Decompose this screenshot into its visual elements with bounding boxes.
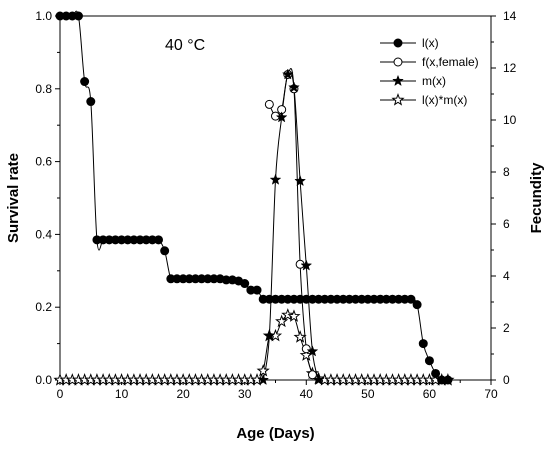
data-point: [275, 314, 289, 328]
y-right-tick-label: 10: [503, 113, 517, 127]
y-right-tick-label: 8: [503, 165, 510, 179]
legend-label: m(x): [422, 74, 446, 88]
x-tick-label: 20: [176, 387, 190, 401]
x-tick-label: 30: [238, 387, 252, 401]
legend-swatch-marker: [391, 93, 405, 106]
temperature-annotation: 40 °C: [165, 37, 205, 54]
data-point: [80, 77, 90, 87]
data-point: [264, 99, 274, 109]
data-point: [269, 173, 282, 185]
x-axis-label: Age (Days): [236, 425, 314, 442]
legend-swatch-marker: [392, 74, 404, 87]
axes: 0 10 20 30 40 50 60 70 0.0 0.2 0.4 0.6 0.8 1.0 0 2 4 6 8 10…: [35, 9, 516, 401]
legend-label: l(x): [422, 36, 439, 50]
data-point: [160, 246, 170, 256]
x-tick-label: 50: [361, 387, 375, 401]
plot-frame: [59, 15, 492, 381]
data-point: [294, 174, 307, 187]
x-tick-label: 70: [484, 387, 498, 401]
data-point: [287, 309, 301, 322]
y-axis-left-label: Survival rate: [5, 153, 22, 243]
data-point: [86, 97, 96, 107]
data-point: [412, 300, 422, 310]
legend-label: f(x,female): [422, 55, 479, 69]
legend: l(x) f(x,female) m(x) l(x)*m(x): [380, 36, 479, 107]
y-right-tick-label: 12: [503, 61, 517, 75]
data-point: [293, 330, 307, 343]
data-point: [263, 329, 276, 341]
data-point: [257, 373, 270, 386]
data-point: [312, 373, 325, 386]
data-point: [424, 356, 434, 366]
legend-label: l(x)*m(x): [422, 93, 467, 107]
data-point: [288, 81, 300, 93]
legend-swatch-marker: [393, 38, 403, 48]
y-left-tick-label: 1.0: [35, 9, 52, 23]
y-left-tick-label: 0.0: [35, 373, 52, 387]
y-right-tick-label: 0: [503, 373, 510, 387]
y-left-tick-label: 0.4: [35, 227, 52, 241]
x-tick-label: 60: [423, 387, 437, 401]
y-right-tick-label: 4: [503, 269, 510, 283]
data-point: [281, 68, 294, 80]
data-point: [306, 345, 319, 357]
y-axis-right-label: Fecundity: [528, 162, 545, 233]
y-right-tick-label: 2: [503, 321, 510, 335]
y-left-tick-label: 0.6: [35, 155, 52, 169]
data-point: [73, 11, 83, 21]
x-tick-label: 10: [115, 387, 129, 401]
data-point: [300, 259, 313, 271]
data-point: [307, 370, 317, 380]
x-tick-label: 0: [57, 387, 64, 401]
series-line: [59, 313, 448, 382]
data-point: [301, 344, 311, 354]
data-point: [154, 235, 164, 245]
data-point: [240, 279, 250, 289]
data-point: [256, 363, 270, 377]
data-point: [275, 111, 288, 123]
y-left-tick-label: 0.2: [35, 300, 52, 314]
data-point: [443, 375, 453, 385]
y-left-tick-label: 0.8: [35, 82, 52, 96]
x-tick-label: 40: [300, 387, 314, 401]
y-right-tick-label: 6: [503, 217, 510, 231]
data-point: [418, 339, 428, 349]
legend-swatch-marker: [393, 57, 403, 67]
curves: [59, 10, 448, 382]
data-point: [252, 285, 262, 295]
data-point: [406, 294, 416, 304]
marks: [53, 11, 455, 386]
data-point: [431, 368, 441, 378]
y-right-tick-label: 14: [503, 9, 517, 23]
series-line: [59, 10, 448, 381]
